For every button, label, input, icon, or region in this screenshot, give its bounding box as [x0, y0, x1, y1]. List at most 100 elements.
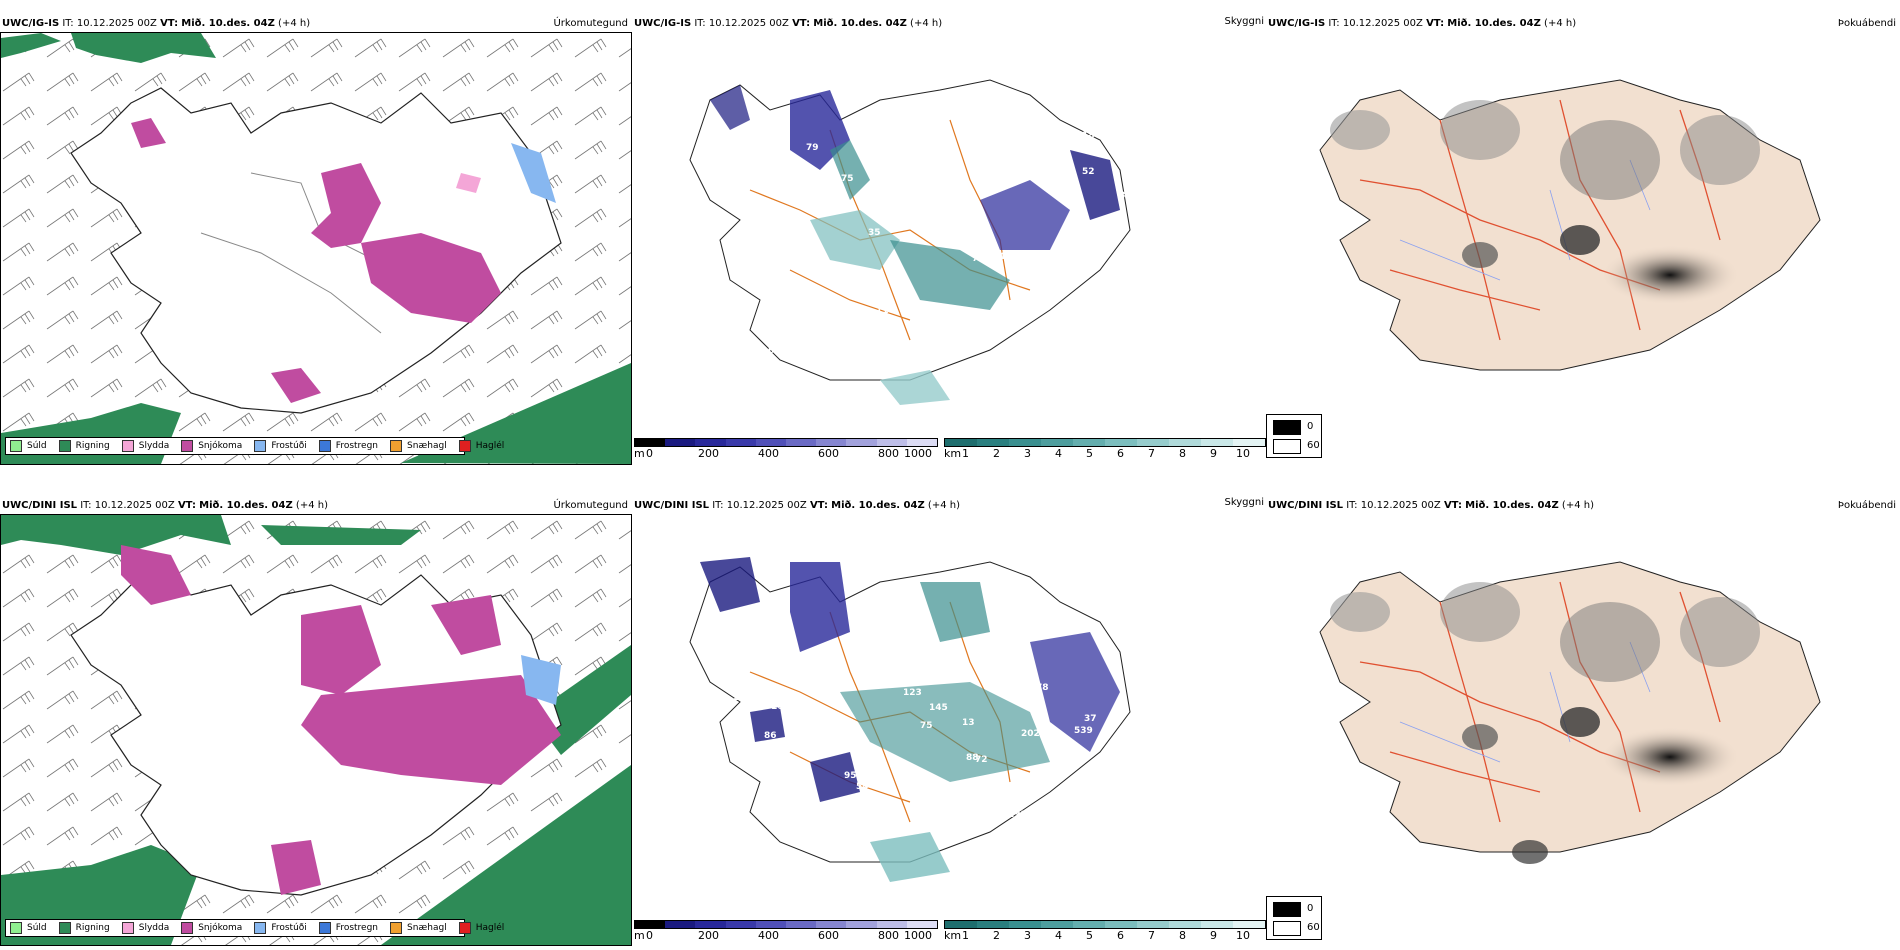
- visibility-tick: 7: [1148, 929, 1155, 942]
- legend-item: Haglél: [458, 440, 504, 452]
- cloudbase-tick: 400: [758, 929, 779, 942]
- cloudbase-colorbar-bottom: [634, 920, 938, 929]
- precip-title-top: Úrkomutegund: [553, 18, 628, 29]
- cloud-base-label: 49: [764, 813, 777, 823]
- fog-map-top[interactable]: [1300, 40, 1860, 420]
- cloud-base-label: 63: [912, 643, 925, 653]
- visibility-unit: km: [944, 929, 962, 942]
- cloud-base-label: 79: [806, 143, 819, 153]
- legend-swatch: [254, 922, 267, 934]
- fog-map-bottom[interactable]: [1300, 522, 1860, 902]
- cloud-base-label: 35: [1043, 341, 1056, 351]
- cloud-base-label: 539: [1074, 726, 1093, 736]
- legend-swatch: [318, 440, 331, 452]
- visibility-tick: 4: [1055, 929, 1062, 942]
- cloud-base-label: 107: [785, 725, 804, 735]
- cloudbase-colorbar-top: [634, 438, 938, 447]
- lead-time: (+4 h): [278, 18, 311, 29]
- visibility-tick: 5: [1086, 929, 1093, 942]
- cloud-base-label: 82: [809, 733, 822, 743]
- precip-map-bottom[interactable]: Súld Rigning Slydda Snjókoma Frostúði Fr…: [0, 514, 632, 946]
- cloud-map-top[interactable]: 56 88 18 35 72 69 57 66 66 75 126 18 67 20 170 55 61 85 76…: [650, 40, 1250, 420]
- cloud-base-label: 123: [903, 688, 922, 698]
- visibility-tick: 4: [1055, 447, 1062, 460]
- cloud-base-label: 20: [941, 188, 954, 198]
- visibility-tick: 6: [1117, 929, 1124, 942]
- cloud-base-label: 298: [1008, 810, 1027, 820]
- cloud-title-bottom: Skyggni: [1224, 497, 1264, 508]
- vt-label: VT:: [177, 500, 196, 511]
- visibility-tick: 9: [1210, 929, 1217, 942]
- fog-key-low: 0: [1307, 421, 1314, 432]
- cloud-base-label: 69: [768, 346, 781, 356]
- legend-swatch: [318, 922, 331, 934]
- cloud-base-label: 76: [1070, 595, 1083, 605]
- legend-item: Haglél: [458, 922, 505, 934]
- cloudbase-tick: 200: [698, 929, 719, 942]
- cloudbase-tick: 600: [818, 447, 839, 460]
- legend-swatch: [254, 440, 267, 452]
- cloud-base-label: 61: [991, 645, 1004, 655]
- precip-legend-bottom: Súld Rigning Slydda Snjókoma Frostúði Fr…: [5, 919, 504, 937]
- cloud-base-label: 18: [1082, 131, 1095, 141]
- legend-swatch: [181, 440, 194, 452]
- cloud-base-label: 58: [837, 734, 850, 744]
- cloud-base-label: 76: [972, 254, 985, 264]
- cloud-base-label: 126: [732, 330, 751, 340]
- precip-map-top[interactable]: Súld Rigning Slydda Snjókoma Frostúði Fr…: [0, 32, 632, 465]
- legend-label: Rigning: [75, 441, 110, 451]
- cloud-title-top: Skyggni: [1224, 16, 1264, 27]
- model-name: UWC/DINI ISL: [2, 500, 78, 511]
- fog-key-top: 0 60: [1266, 414, 1322, 458]
- legend-label: Haglél: [475, 923, 505, 933]
- cloudbase-unit: m: [634, 447, 645, 460]
- it-label: IT:: [712, 500, 724, 511]
- cloud-base-label: 99: [747, 627, 760, 637]
- fog-key-high: 60: [1307, 440, 1320, 451]
- legend-label: Súld: [27, 441, 47, 451]
- visibility-tick: 1: [962, 447, 969, 460]
- cloud-base-label: 82: [1016, 650, 1029, 660]
- cloud-base-label: 88: [771, 658, 784, 668]
- cloud-base-label: 86: [764, 731, 777, 741]
- cloud-base-label: 35: [868, 228, 881, 238]
- vt-label: VT:: [160, 18, 179, 29]
- fog-header-top: UWC/IG-IS IT: 10.12.2025 00Z VT: Mið. 10…: [1268, 18, 1576, 30]
- legend-label: Snæhagl: [407, 441, 447, 451]
- visibility-tick: 3: [1024, 929, 1031, 942]
- legend-item: Snjókoma: [181, 440, 242, 452]
- legend-item: Frostúði: [254, 440, 307, 452]
- precip-header-bottom: UWC/DINI ISL IT: 10.12.2025 00Z VT: Mið.…: [2, 500, 328, 512]
- cloud-base-label: 66: [919, 169, 932, 179]
- cloud-base-label: 139: [752, 769, 771, 779]
- legend-swatch: [10, 922, 22, 934]
- cloud-base-label: 42: [1119, 755, 1132, 765]
- legend-item: Snæhagl: [390, 922, 447, 934]
- visibility-tick: 3: [1024, 447, 1031, 460]
- cloud-base-label: 74: [982, 636, 995, 646]
- legend-item: Snæhagl: [390, 440, 447, 452]
- cloud-base-label: 106: [875, 613, 894, 623]
- legend-label: Rigning: [75, 923, 110, 933]
- fog-title-top: Þokuábendi: [1837, 18, 1896, 29]
- it-value: 10.12.2025 00Z: [76, 18, 157, 29]
- cloud-base-label: 145: [929, 703, 948, 713]
- it-label: IT:: [694, 18, 706, 29]
- cloud-base-label: 143: [1072, 618, 1091, 628]
- cloud-base-label: 75: [841, 174, 854, 184]
- fog-key-bottom: 0 60: [1266, 896, 1322, 940]
- vt-label: VT:: [1426, 18, 1445, 29]
- model-name: UWC/IG-IS: [2, 18, 60, 29]
- cloud-base-label: 18: [795, 318, 808, 328]
- visibility-tick: 5: [1086, 447, 1093, 460]
- cloud-base-label: 104: [771, 702, 790, 712]
- legend-swatch: [10, 440, 22, 452]
- legend-label: Frostregn: [335, 441, 379, 451]
- legend-label: Snæhagl: [407, 923, 447, 933]
- cloud-base-label: 170: [1004, 256, 1023, 266]
- it-value: 10.12.2025 00Z: [94, 500, 175, 511]
- cloudbase-tick: 0: [646, 447, 653, 460]
- cloud-map-bottom[interactable]: 95 107 88 99 50 88 48 58 82 63 61 55 54 106 13 139 202 14…: [650, 522, 1250, 902]
- cloudbase-tick: 600: [818, 929, 839, 942]
- legend-label: Frostúði: [271, 923, 307, 933]
